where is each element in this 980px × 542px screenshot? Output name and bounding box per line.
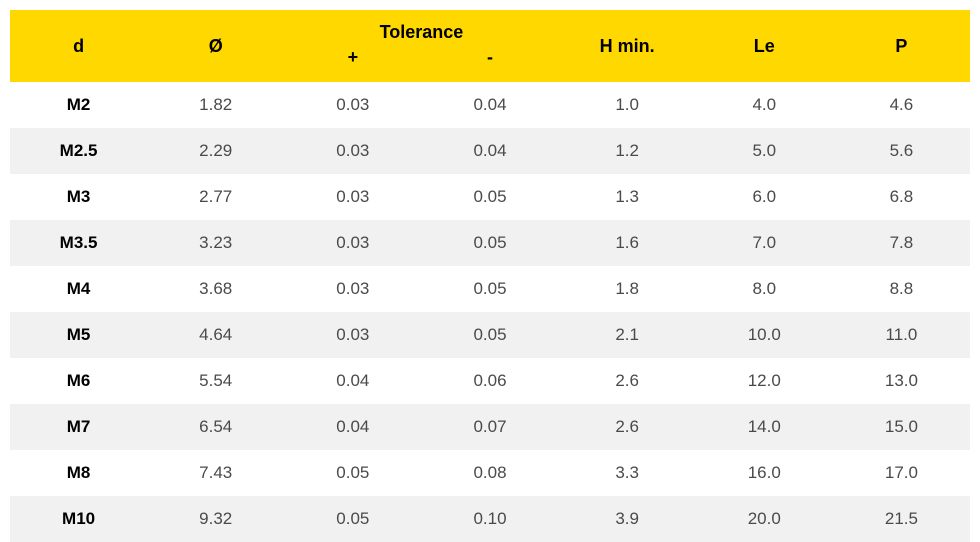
cell-dia: 6.54: [147, 404, 284, 450]
col-hmin: H min.: [559, 10, 696, 82]
cell-p: 6.8: [833, 174, 970, 220]
cell-minus: 0.05: [421, 312, 558, 358]
table-row: M3.5 3.23 0.03 0.05 1.6 7.0 7.8: [10, 220, 970, 266]
cell-d: M8: [10, 450, 147, 496]
cell-p: 11.0: [833, 312, 970, 358]
cell-p: 4.6: [833, 82, 970, 128]
cell-hmin: 3.3: [559, 450, 696, 496]
table-row: M2 1.82 0.03 0.04 1.0 4.0 4.6: [10, 82, 970, 128]
cell-hmin: 1.0: [559, 82, 696, 128]
cell-dia: 2.29: [147, 128, 284, 174]
cell-d: M2: [10, 82, 147, 128]
table-body: M2 1.82 0.03 0.04 1.0 4.0 4.6 M2.5 2.29 …: [10, 82, 970, 542]
cell-d: M3: [10, 174, 147, 220]
cell-hmin: 1.3: [559, 174, 696, 220]
cell-plus: 0.04: [284, 404, 421, 450]
cell-p: 17.0: [833, 450, 970, 496]
cell-le: 10.0: [696, 312, 833, 358]
cell-le: 12.0: [696, 358, 833, 404]
cell-le: 20.0: [696, 496, 833, 542]
cell-d: M4: [10, 266, 147, 312]
cell-dia: 7.43: [147, 450, 284, 496]
cell-p: 5.6: [833, 128, 970, 174]
cell-dia: 9.32: [147, 496, 284, 542]
cell-p: 21.5: [833, 496, 970, 542]
cell-d: M2.5: [10, 128, 147, 174]
table-header: d Ø Tolerance H min. Le P + -: [10, 10, 970, 82]
cell-le: 6.0: [696, 174, 833, 220]
cell-dia: 1.82: [147, 82, 284, 128]
cell-p: 15.0: [833, 404, 970, 450]
cell-hmin: 2.6: [559, 358, 696, 404]
cell-le: 16.0: [696, 450, 833, 496]
table-row: M4 3.68 0.03 0.05 1.8 8.0 8.8: [10, 266, 970, 312]
cell-le: 14.0: [696, 404, 833, 450]
col-tolerance-group: Tolerance: [284, 10, 558, 45]
cell-dia: 5.54: [147, 358, 284, 404]
cell-minus: 0.05: [421, 174, 558, 220]
cell-minus: 0.07: [421, 404, 558, 450]
cell-plus: 0.04: [284, 358, 421, 404]
cell-hmin: 1.2: [559, 128, 696, 174]
table-row: M5 4.64 0.03 0.05 2.1 10.0 11.0: [10, 312, 970, 358]
col-d: d: [10, 10, 147, 82]
cell-dia: 2.77: [147, 174, 284, 220]
spec-table: d Ø Tolerance H min. Le P + - M2 1.82 0.…: [10, 10, 970, 542]
cell-minus: 0.04: [421, 128, 558, 174]
cell-p: 7.8: [833, 220, 970, 266]
cell-p: 8.8: [833, 266, 970, 312]
table-row: M10 9.32 0.05 0.10 3.9 20.0 21.5: [10, 496, 970, 542]
cell-le: 5.0: [696, 128, 833, 174]
cell-d: M5: [10, 312, 147, 358]
cell-minus: 0.10: [421, 496, 558, 542]
col-tol-plus: +: [284, 45, 421, 82]
col-le: Le: [696, 10, 833, 82]
cell-p: 13.0: [833, 358, 970, 404]
col-tol-minus: -: [421, 45, 558, 82]
cell-plus: 0.03: [284, 174, 421, 220]
cell-plus: 0.03: [284, 82, 421, 128]
cell-hmin: 2.6: [559, 404, 696, 450]
cell-dia: 3.68: [147, 266, 284, 312]
cell-plus: 0.03: [284, 312, 421, 358]
cell-d: M7: [10, 404, 147, 450]
cell-plus: 0.03: [284, 220, 421, 266]
cell-dia: 3.23: [147, 220, 284, 266]
table-row: M2.5 2.29 0.03 0.04 1.2 5.0 5.6: [10, 128, 970, 174]
cell-hmin: 1.6: [559, 220, 696, 266]
cell-hmin: 3.9: [559, 496, 696, 542]
cell-dia: 4.64: [147, 312, 284, 358]
table-row: M8 7.43 0.05 0.08 3.3 16.0 17.0: [10, 450, 970, 496]
cell-minus: 0.04: [421, 82, 558, 128]
col-diameter: Ø: [147, 10, 284, 82]
cell-plus: 0.05: [284, 496, 421, 542]
cell-d: M10: [10, 496, 147, 542]
col-p: P: [833, 10, 970, 82]
cell-le: 4.0: [696, 82, 833, 128]
cell-minus: 0.05: [421, 220, 558, 266]
table-row: M3 2.77 0.03 0.05 1.3 6.0 6.8: [10, 174, 970, 220]
cell-hmin: 2.1: [559, 312, 696, 358]
cell-plus: 0.03: [284, 128, 421, 174]
cell-plus: 0.05: [284, 450, 421, 496]
cell-minus: 0.08: [421, 450, 558, 496]
cell-d: M6: [10, 358, 147, 404]
table-row: M7 6.54 0.04 0.07 2.6 14.0 15.0: [10, 404, 970, 450]
cell-le: 8.0: [696, 266, 833, 312]
cell-hmin: 1.8: [559, 266, 696, 312]
cell-minus: 0.05: [421, 266, 558, 312]
table-row: M6 5.54 0.04 0.06 2.6 12.0 13.0: [10, 358, 970, 404]
cell-le: 7.0: [696, 220, 833, 266]
cell-plus: 0.03: [284, 266, 421, 312]
cell-minus: 0.06: [421, 358, 558, 404]
cell-d: M3.5: [10, 220, 147, 266]
